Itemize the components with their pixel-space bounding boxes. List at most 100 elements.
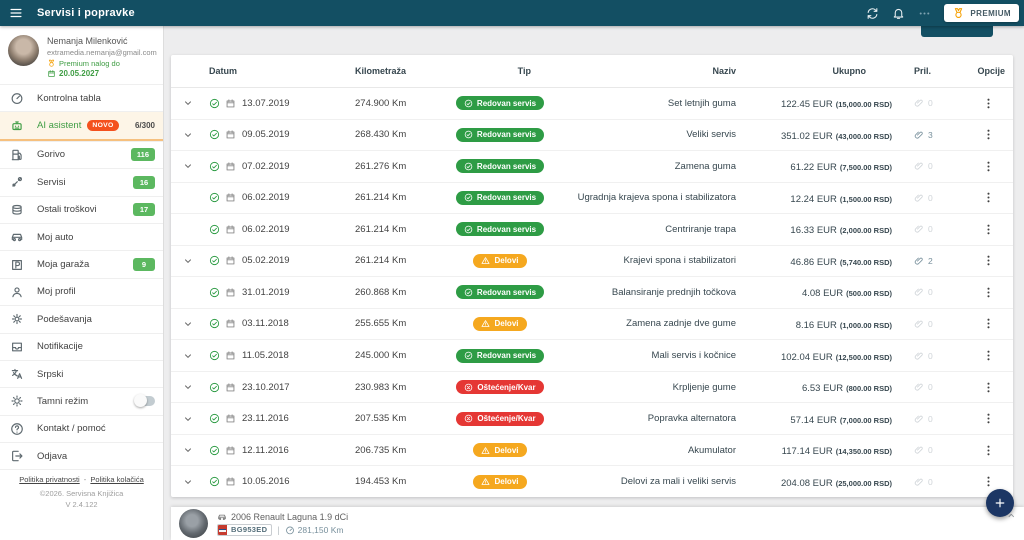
row-options-icon[interactable] [982, 286, 995, 299]
record-title: Veliki servis [686, 129, 736, 141]
table-row[interactable]: 31.01.2019 260.868 Km Redovan servis Balans… [171, 277, 1013, 309]
menu-icon[interactable] [9, 6, 23, 20]
attachments-cell: 0 [892, 351, 952, 361]
record-date: 31.01.2019 [242, 286, 290, 298]
license-plate-number: BG953ED [231, 525, 268, 534]
attachments-cell: 0 [892, 445, 952, 455]
table-row[interactable]: 23.10.2017 230.983 Km Oštećenje/Kvar Krplje… [171, 372, 1013, 404]
table-row[interactable]: 10.05.2016 194.453 Km Delovi Delovi za mali… [171, 466, 1013, 497]
sidebar-item-podesavanja[interactable]: Podešavanja [0, 305, 163, 332]
chevron-down-icon[interactable] [182, 97, 194, 109]
license-plate-badge: BG953ED [217, 523, 273, 536]
version-text: V 2.4.122 [65, 500, 98, 510]
sidebar-item-tamni-rezim[interactable]: Tamni režim [0, 387, 163, 414]
check-icon [464, 351, 473, 360]
premium-button[interactable]: PREMIUM [944, 4, 1019, 22]
sidebar-item-gorivo[interactable]: Gorivo 116 [0, 140, 163, 168]
table-row[interactable]: 12.11.2016 206.735 Km Delovi Akumulator 117.… [171, 435, 1013, 467]
sidebar-item-moja-garaza[interactable]: Moja garaža 9 [0, 250, 163, 277]
table-row[interactable]: 06.02.2019 261.214 Km Redovan servis Centri… [171, 214, 1013, 246]
chevron-down-icon[interactable] [182, 318, 194, 330]
paperclip-icon [914, 193, 924, 203]
row-options-icon[interactable] [982, 444, 995, 457]
chevron-down-icon[interactable] [182, 444, 194, 456]
vehicle-photo[interactable] [179, 509, 208, 538]
sidebar-item-moj-profil[interactable]: Moj profil [0, 277, 163, 305]
attachments-cell: 3 [892, 130, 952, 140]
record-date: 06.02.2019 [242, 223, 290, 235]
table-row[interactable]: 23.11.2016 207.535 Km Oštećenje/Kvar Poprav… [171, 403, 1013, 435]
chevron-down-icon[interactable] [182, 476, 194, 488]
table-row[interactable]: 06.02.2019 261.214 Km Redovan servis Ugradn… [171, 183, 1013, 215]
check-icon [464, 99, 473, 108]
sidebar-item-moj-auto[interactable]: Moj auto [0, 222, 163, 250]
sidebar-item-notifikacije[interactable]: Notifikacije [0, 332, 163, 360]
record-title: Krajevi spona i stabilizatori [623, 255, 736, 267]
app-bar: Servisi i popravke PREMIUM [0, 0, 1024, 26]
table-row[interactable]: 07.02.2019 261.276 Km Redovan servis Zamena… [171, 151, 1013, 183]
paperclip-icon [914, 351, 924, 361]
more-options-icon[interactable] [918, 7, 931, 20]
row-options-icon[interactable] [982, 160, 995, 173]
chevron-down-icon[interactable] [182, 160, 194, 172]
scrolled-action-button[interactable] [921, 26, 993, 37]
sidebar-item-odjava[interactable]: Odjava [0, 442, 163, 469]
refresh-icon[interactable] [866, 7, 879, 20]
row-options-icon[interactable] [982, 254, 995, 267]
avatar[interactable] [8, 35, 39, 66]
sidebar-item-label: Ostali troškovi [37, 204, 97, 216]
row-options-icon[interactable] [982, 412, 995, 425]
confirmed-check-icon [209, 255, 220, 266]
row-options-icon[interactable] [982, 223, 995, 236]
chevron-down-icon[interactable] [182, 350, 194, 362]
sidebar-item-kontakt-pomoc[interactable]: Kontakt / pomoć [0, 414, 163, 442]
table-row[interactable]: 11.05.2018 245.000 Km Redovan servis Mali s… [171, 340, 1013, 372]
row-options-icon[interactable] [982, 97, 995, 110]
row-options-icon[interactable] [982, 381, 995, 394]
copyright-text: ©2026. Servisna Knjižica [39, 489, 124, 499]
sidebar-item-servisi[interactable]: Servisi 16 [0, 168, 163, 195]
record-date: 23.11.2016 [242, 413, 289, 425]
cookie-policy-link[interactable]: Politika kolačića [90, 475, 144, 485]
sidebar-item-label: Moj profil [37, 286, 76, 298]
row-options-icon[interactable] [982, 317, 995, 330]
row-options-icon[interactable] [982, 128, 995, 141]
paperclip-icon [914, 319, 924, 329]
type-badge: Redovan servis [455, 348, 545, 363]
record-title: Zamena guma [674, 160, 736, 172]
attachments-cell: 0 [892, 319, 952, 329]
table-row[interactable]: 09.05.2019 268.430 Km Redovan servis Veliki… [171, 120, 1013, 152]
header-tip: Tip [517, 66, 531, 76]
chevron-down-icon[interactable] [182, 413, 194, 425]
sidebar-item-srpski[interactable]: Srpski [0, 359, 163, 387]
dark-mode-toggle[interactable] [134, 394, 155, 408]
add-record-fab[interactable] [986, 489, 1014, 517]
record-total: 46.86 EUR (5,740.00 RSD) [790, 256, 892, 268]
sidebar-item-label: Kontakt / pomoć [37, 423, 106, 435]
row-options-icon[interactable] [982, 191, 995, 204]
table-row[interactable]: 13.07.2019 274.900 Km Redovan servis Set le… [171, 88, 1013, 120]
cross-icon [464, 414, 473, 423]
attachments-cell: 0 [892, 161, 952, 171]
row-options-icon[interactable] [982, 475, 995, 488]
calendar-icon [225, 255, 236, 266]
row-options-icon[interactable] [982, 349, 995, 362]
sidebar-item-kontrolna-tabla[interactable]: Kontrolna tabla [0, 84, 163, 111]
type-badge: Oštećenje/Kvar [456, 411, 544, 426]
chevron-down-icon[interactable] [182, 129, 194, 141]
sidebar-item-ostali-troskovi[interactable]: Ostali troškovi 17 [0, 195, 163, 223]
sidebar-footer: Politika privatnosti - Politika kolačića… [0, 469, 163, 509]
notifications-bell-icon[interactable] [892, 7, 905, 20]
table-row[interactable]: 05.02.2019 261.214 Km Delovi Krajevi spona … [171, 246, 1013, 278]
attachments-count: 2 [928, 255, 933, 266]
tools-icon [10, 175, 24, 189]
warning-icon [481, 319, 490, 328]
chevron-down-icon[interactable] [182, 255, 194, 267]
sidebar-item-ai-asistent[interactable]: AI asistent NOVO 6/300 [0, 111, 163, 141]
usage-counter: 6/300 [134, 121, 155, 131]
chevron-up-icon[interactable] [1006, 510, 1017, 521]
table-row[interactable]: 03.11.2018 255.655 Km Delovi Zamena zadnje … [171, 309, 1013, 341]
privacy-policy-link[interactable]: Politika privatnosti [19, 475, 80, 485]
chevron-down-icon[interactable] [182, 381, 194, 393]
sidebar-item-label: Notifikacije [37, 341, 83, 353]
